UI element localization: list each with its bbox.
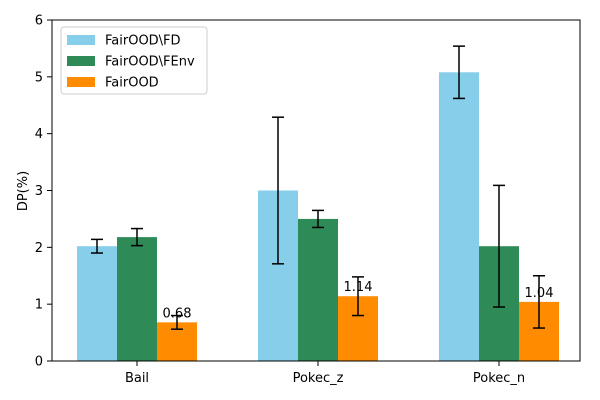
y-axis-label: DP(%) bbox=[16, 171, 31, 211]
data-label: 0.68 bbox=[163, 306, 192, 321]
legend-entry: FairOOD\FEnv bbox=[105, 55, 195, 70]
x-tick-label: Pokec_z bbox=[293, 371, 344, 386]
y-tick-label: 5 bbox=[35, 70, 43, 85]
y-tick-label: 1 bbox=[35, 298, 43, 313]
legend-entry: FairOOD\FD bbox=[105, 34, 181, 49]
legend-box bbox=[60, 26, 208, 95]
bar-pokec_z-2 bbox=[298, 218, 338, 361]
legend-entry: FairOOD bbox=[105, 76, 159, 91]
y-tick-label: 6 bbox=[35, 14, 43, 29]
bar-pokec_n-1 bbox=[439, 72, 479, 361]
legend: FairOOD\FD FairOOD\FEnv FairOOD bbox=[60, 26, 208, 95]
y-tick-label: 0 bbox=[35, 355, 43, 370]
x-tick-label: Bail bbox=[125, 371, 149, 386]
data-label: 1.04 bbox=[525, 286, 554, 301]
plot-area: 0.68 1.14 1.04 0 1 2 3 4 5 6 Bail Pokec_z Pokec_n bbox=[35, 14, 581, 386]
y-tick-label: 2 bbox=[35, 241, 43, 256]
x-tick-label: Pokec_n bbox=[473, 371, 525, 386]
bar-bail-2 bbox=[117, 237, 157, 361]
bar-bail-1 bbox=[77, 246, 117, 361]
legend-swatch bbox=[67, 77, 95, 87]
legend-swatch bbox=[67, 35, 95, 45]
y-tick-label: 3 bbox=[35, 184, 43, 199]
data-label: 1.14 bbox=[344, 280, 373, 295]
legend-swatch bbox=[67, 56, 95, 66]
y-tick-label: 4 bbox=[35, 127, 43, 142]
